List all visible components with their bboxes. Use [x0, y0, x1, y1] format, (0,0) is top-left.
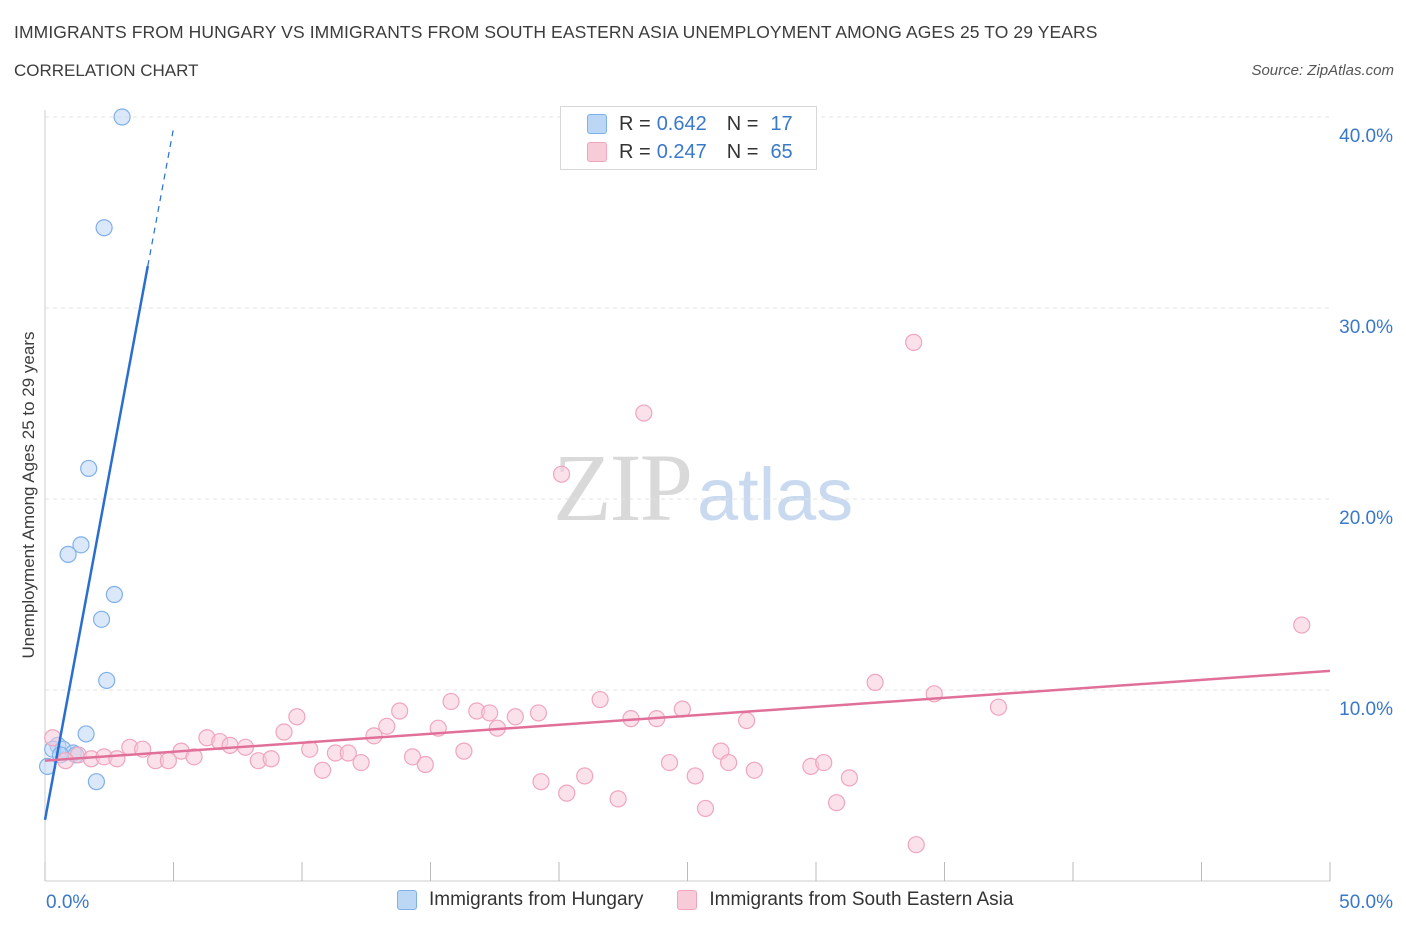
watermark: ZIPatlas: [553, 440, 853, 536]
sea-point: [1293, 616, 1311, 634]
sea-point: [481, 704, 499, 722]
sea-point: [352, 753, 370, 772]
sea-point: [262, 750, 280, 768]
hungary-point: [87, 773, 106, 791]
y-tick-label: 40.0%: [1339, 126, 1393, 147]
sea-point: [635, 404, 653, 422]
watermark-zip: ZIP: [553, 434, 693, 541]
hungary-point: [105, 585, 123, 604]
sea-point: [552, 465, 571, 483]
chart-title: IMMIGRANTS FROM HUNGARY VS IMMIGRANTS FR…: [14, 22, 1098, 42]
r-value: 0.247: [656, 140, 707, 163]
hungary-swatch: [587, 114, 607, 134]
y-axis-label: Unemployment Among Ages 25 to 29 years: [19, 331, 38, 659]
sea-trend-line: [44, 669, 1331, 762]
sea-point: [696, 799, 715, 818]
sea-point: [738, 711, 756, 730]
sea-point: [108, 750, 126, 768]
sea-point: [815, 753, 833, 772]
hungary-legend-swatch: [397, 890, 417, 910]
r-label: R =: [619, 112, 651, 135]
sea-point: [591, 690, 609, 709]
sea-point: [660, 753, 679, 772]
x-tick-label: 50.0%: [1339, 892, 1393, 913]
y-tick-label: 10.0%: [1339, 699, 1393, 720]
sea-point: [313, 761, 332, 779]
watermark-atlas: atlas: [697, 453, 854, 536]
x-tick-label: 0.0%: [46, 892, 89, 913]
y-axis-label-wrap: Unemployment Among Ages 25 to 29 years: [14, 110, 44, 880]
hungary-point: [113, 108, 131, 126]
stats-legend-row-sea: R = 0.247 N = 65: [587, 139, 793, 165]
legend-item-sea: Immigrants from South Eastern Asia: [677, 889, 1013, 911]
hungary-point: [98, 671, 116, 690]
hungary-point: [80, 459, 98, 478]
hungary-point: [95, 219, 113, 237]
hungary-point: [92, 610, 111, 628]
y-tick-label: 20.0%: [1339, 508, 1393, 529]
sea-point: [827, 794, 846, 812]
sea-legend-swatch: [677, 890, 698, 910]
legend-label-sea: Immigrants from South Eastern Asia: [709, 889, 1014, 910]
stats-legend: R = 0.642 N = 17 R = 0.247 N = 65: [560, 106, 817, 170]
chart-source: Source: ZipAtlas.com: [1251, 62, 1394, 79]
sea-point: [609, 790, 627, 808]
hungary-point: [77, 725, 95, 743]
sea-point: [529, 704, 548, 722]
sea-point: [275, 723, 293, 741]
sea-point: [506, 708, 524, 726]
legend-label-hungary: Immigrants from Hungary: [429, 889, 644, 910]
n-label: N =: [726, 140, 759, 163]
sea-swatch: [587, 142, 607, 162]
stats-legend-row-hungary: R = 0.642 N = 17: [587, 111, 793, 137]
sea-point: [455, 742, 473, 760]
sea-point: [532, 773, 550, 791]
sea-point: [416, 755, 434, 774]
hungary-point: [72, 536, 90, 554]
sea-point: [185, 748, 203, 766]
hungary-trend-line: [43, 265, 150, 821]
sea-point: [576, 767, 594, 785]
n-label: N =: [726, 112, 759, 135]
sea-point: [720, 753, 738, 772]
hungary-trend-extension: [147, 128, 175, 267]
sea-point: [442, 692, 460, 711]
sea-point: [989, 698, 1008, 716]
sea-point: [907, 836, 925, 854]
sea-point: [866, 673, 884, 691]
chart-subtitle: CORRELATION CHART: [14, 61, 199, 80]
sea-point: [686, 767, 704, 785]
r-label: R =: [619, 140, 651, 163]
sea-point: [558, 784, 576, 802]
sea-point: [378, 717, 396, 735]
r-value: 0.642: [656, 112, 707, 135]
sea-point: [288, 708, 306, 726]
sea-point: [365, 727, 383, 745]
n-value: 17: [770, 112, 793, 135]
n-value: 65: [770, 140, 793, 163]
series-legend: Immigrants from Hungary Immigrants from …: [397, 889, 1047, 911]
y-tick-label: 30.0%: [1339, 317, 1393, 338]
legend-item-hungary: Immigrants from Hungary: [397, 889, 643, 911]
sea-point: [339, 744, 357, 762]
sea-point: [905, 333, 923, 351]
sea-point: [745, 761, 763, 779]
sea-point: [403, 748, 422, 766]
sea-point: [221, 736, 239, 754]
sea-point: [840, 769, 859, 787]
sea-point: [391, 702, 409, 720]
hungary-point: [59, 545, 77, 563]
